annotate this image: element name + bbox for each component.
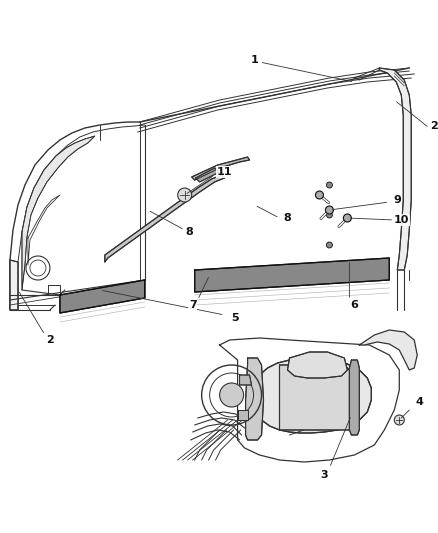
Polygon shape <box>105 175 224 262</box>
Text: 5: 5 <box>230 313 238 323</box>
Circle shape <box>177 188 191 202</box>
Text: 2: 2 <box>429 121 437 131</box>
Polygon shape <box>378 68 410 270</box>
Polygon shape <box>191 157 249 180</box>
Text: 2: 2 <box>46 335 54 345</box>
Circle shape <box>343 214 350 222</box>
Circle shape <box>326 212 332 218</box>
Polygon shape <box>195 168 219 182</box>
Polygon shape <box>237 410 247 420</box>
Polygon shape <box>10 260 18 310</box>
Text: 6: 6 <box>350 300 357 310</box>
Circle shape <box>326 182 332 188</box>
Text: 7: 7 <box>188 300 196 310</box>
Text: 10: 10 <box>393 215 408 225</box>
Circle shape <box>393 415 403 425</box>
Text: 8: 8 <box>185 227 193 237</box>
Polygon shape <box>22 136 95 290</box>
Polygon shape <box>287 352 346 378</box>
Polygon shape <box>253 358 371 433</box>
Polygon shape <box>239 375 251 385</box>
Polygon shape <box>60 280 145 313</box>
Text: 4: 4 <box>414 397 422 407</box>
Circle shape <box>326 242 332 248</box>
Text: 8: 8 <box>283 213 291 223</box>
Polygon shape <box>359 330 416 370</box>
Polygon shape <box>349 360 359 435</box>
Circle shape <box>219 383 243 407</box>
Text: 1: 1 <box>250 55 258 65</box>
Text: 9: 9 <box>392 195 400 205</box>
Text: 11: 11 <box>216 167 232 177</box>
Polygon shape <box>194 258 389 292</box>
Polygon shape <box>245 358 263 440</box>
Circle shape <box>325 206 332 214</box>
Polygon shape <box>279 365 357 430</box>
Text: 3: 3 <box>320 470 328 480</box>
Circle shape <box>315 191 323 199</box>
